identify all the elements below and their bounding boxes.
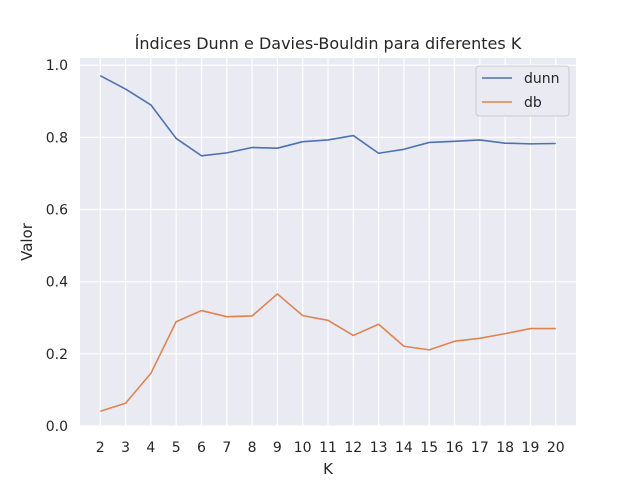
y-tick-label: 0.6	[46, 203, 68, 219]
chart-title: Índices Dunn e Davies-Bouldin para difer…	[135, 34, 522, 53]
y-tick-label: 1.0	[46, 58, 68, 74]
x-tick-label: 5	[172, 440, 181, 456]
legend-label-db: db	[524, 95, 542, 111]
grid	[80, 58, 576, 427]
x-tick-label: 14	[395, 440, 413, 456]
y-tick-label: 0.0	[46, 419, 68, 435]
legend-label-dunn: dunn	[524, 71, 560, 87]
series-line-dunn	[99, 74, 556, 157]
x-tick-label: 13	[370, 440, 388, 456]
x-tick-label: 20	[547, 440, 565, 456]
x-tick-label: 18	[496, 440, 514, 456]
y-tick-label: 0.8	[46, 130, 68, 146]
y-axis-label: Valor	[18, 222, 36, 261]
x-tick-label: 8	[248, 440, 257, 456]
legend-entries: dunn db	[482, 71, 560, 111]
x-tick-label: 7	[222, 440, 231, 456]
x-tick-label: 19	[522, 440, 540, 456]
x-tick-label: 16	[446, 440, 464, 456]
x-axis-label: K	[323, 460, 334, 478]
x-tick-label: 6	[197, 440, 206, 456]
y-tick-label: 0.2	[46, 347, 68, 363]
x-tick-label: 12	[344, 440, 362, 456]
x-tick-label: 15	[420, 440, 438, 456]
x-tick-label: 17	[471, 440, 489, 456]
y-axis-ticks: 0.0 0.2 0.4 0.6 0.8 1.0	[46, 58, 68, 435]
x-tick-label: 11	[319, 440, 337, 456]
legend: dunn db	[475, 65, 570, 117]
x-tick-label: 2	[96, 440, 105, 456]
series-line-db	[100, 293, 556, 412]
y-tick-label: 0.4	[46, 275, 68, 291]
x-tick-label: 10	[294, 440, 312, 456]
x-tick-label: 3	[121, 440, 130, 456]
x-tick-label: 9	[273, 440, 282, 456]
series-layer	[99, 74, 556, 412]
x-tick-label: 4	[146, 440, 155, 456]
x-axis-ticks: 2 3 4 5 6 7 8 9 10 11 12 13 14 15 16 17 18 19 20	[96, 440, 565, 456]
